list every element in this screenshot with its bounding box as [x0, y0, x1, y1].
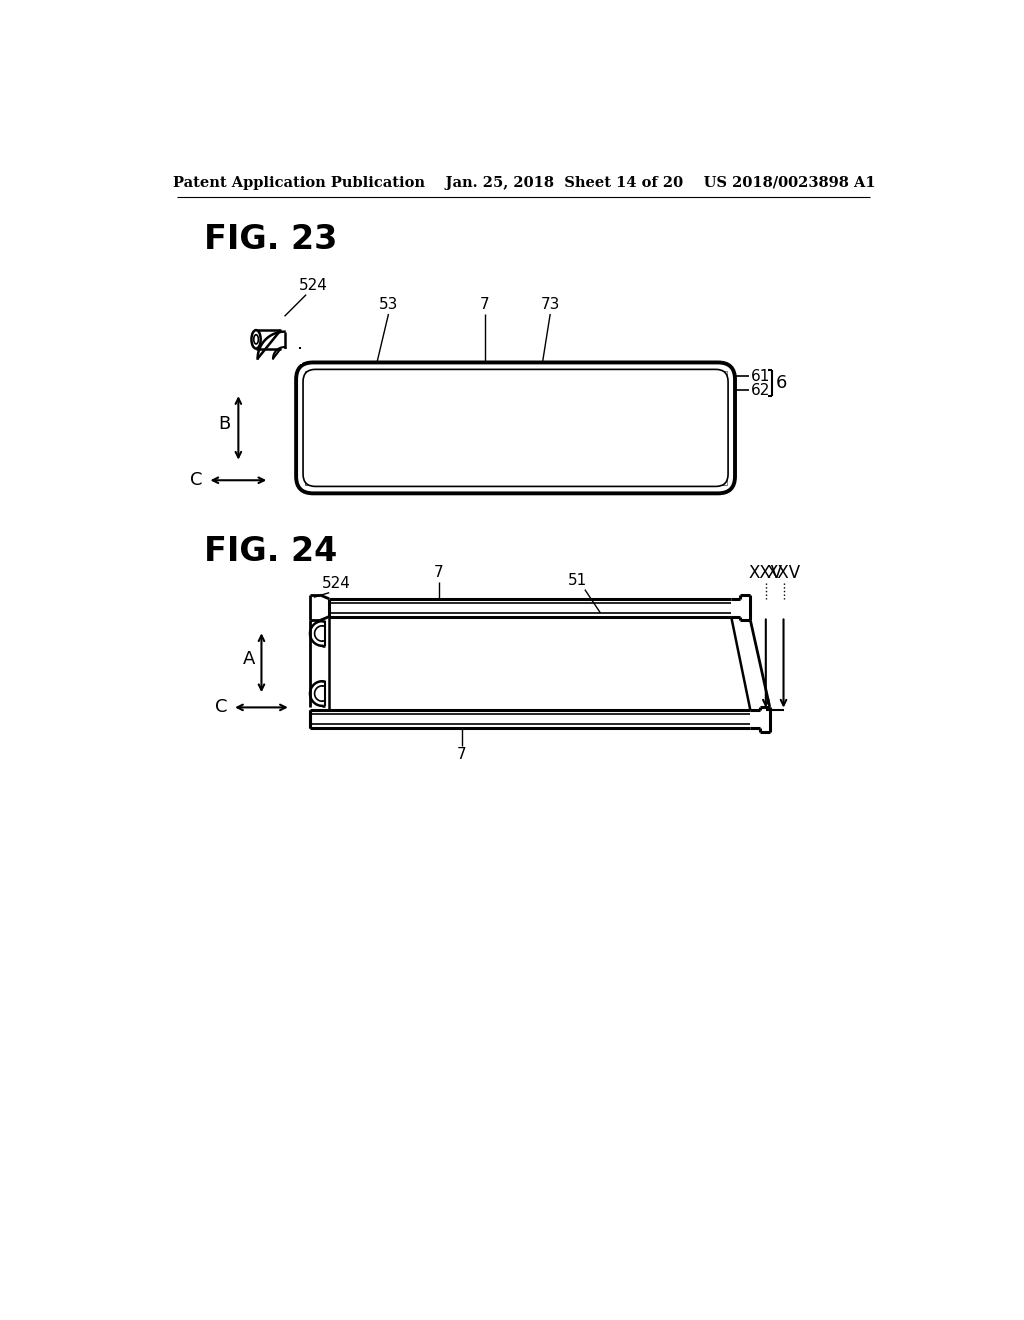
Text: 6: 6	[776, 375, 787, 392]
Text: 524: 524	[298, 279, 328, 293]
Text: XXV: XXV	[766, 564, 801, 582]
Ellipse shape	[252, 330, 261, 348]
Text: 7: 7	[480, 297, 489, 313]
Text: 524: 524	[322, 576, 350, 591]
Text: A: A	[243, 649, 255, 668]
Text: 61: 61	[751, 368, 770, 384]
FancyBboxPatch shape	[296, 363, 735, 494]
Text: C: C	[189, 471, 203, 490]
Text: XXV: XXV	[749, 564, 783, 582]
Bar	[283, 348, 301, 364]
Text: 62: 62	[751, 383, 770, 397]
Text: Patent Application Publication    Jan. 25, 2018  Sheet 14 of 20    US 2018/00238: Patent Application Publication Jan. 25, …	[173, 176, 877, 190]
Text: 7: 7	[457, 747, 467, 763]
Text: C: C	[215, 698, 227, 717]
Text: FIG. 24: FIG. 24	[204, 535, 337, 568]
Text: 51: 51	[567, 573, 587, 589]
Text: 53: 53	[379, 297, 398, 313]
Ellipse shape	[254, 335, 258, 345]
Text: 7: 7	[434, 565, 443, 581]
Text: 73: 73	[541, 297, 560, 313]
Text: B: B	[218, 414, 230, 433]
FancyBboxPatch shape	[303, 370, 728, 487]
Text: FIG. 23: FIG. 23	[204, 223, 337, 256]
